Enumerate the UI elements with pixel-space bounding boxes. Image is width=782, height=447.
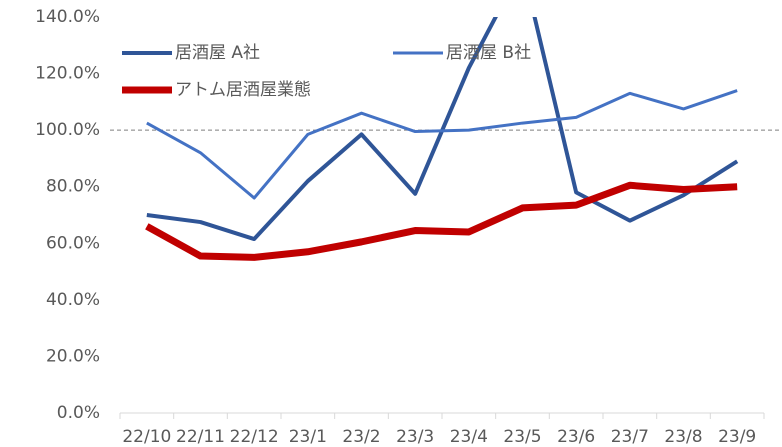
y-tick-label: 140.0%	[35, 7, 100, 27]
x-tick-label: 23/2	[342, 427, 380, 447]
y-tick-label: 40.0%	[46, 290, 100, 310]
x-tick-label: 23/7	[611, 427, 649, 447]
series-line	[146, 17, 739, 242]
plot-area	[145, 17, 739, 261]
legend-label: 居酒屋 B社	[446, 43, 531, 63]
x-tick-label: 23/6	[557, 427, 595, 447]
x-tick-label: 23/9	[718, 427, 756, 447]
x-tick-label: 22/12	[230, 427, 279, 447]
x-tick-label: 23/8	[664, 427, 702, 447]
y-tick-label: 20.0%	[46, 346, 100, 366]
x-tick-label: 23/3	[396, 427, 434, 447]
x-tick-label: 23/5	[503, 427, 541, 447]
x-tick-label: 23/1	[289, 427, 327, 447]
y-tick-label: 60.0%	[46, 233, 100, 253]
series-line	[146, 89, 738, 200]
series-line	[145, 181, 738, 261]
x-tick-label: 22/10	[122, 427, 171, 447]
legend-label: アトム居酒屋業態	[175, 80, 311, 100]
y-tick-label: 0.0%	[57, 403, 100, 423]
x-tick-label: 22/11	[176, 427, 225, 447]
y-tick-label: 80.0%	[46, 177, 100, 197]
y-tick-label: 120.0%	[35, 64, 100, 84]
y-tick-label: 100.0%	[35, 120, 100, 140]
x-tick-label: 23/4	[450, 427, 488, 447]
legend-label: 居酒屋 A社	[175, 43, 260, 63]
